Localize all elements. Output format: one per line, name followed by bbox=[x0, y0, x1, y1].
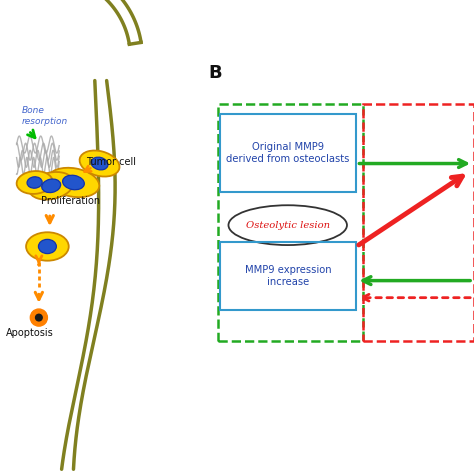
Ellipse shape bbox=[38, 239, 56, 254]
Text: Osteolytic lesion: Osteolytic lesion bbox=[246, 221, 330, 229]
Ellipse shape bbox=[63, 175, 84, 190]
Ellipse shape bbox=[17, 171, 53, 194]
Text: Tumor cell: Tumor cell bbox=[86, 157, 137, 167]
Text: B: B bbox=[209, 64, 222, 82]
Text: Apoptosis: Apoptosis bbox=[6, 328, 54, 338]
Text: Bone
resorption: Bone resorption bbox=[21, 107, 68, 126]
Text: Proliferation: Proliferation bbox=[41, 196, 100, 207]
Bar bbox=[363, 104, 474, 341]
Ellipse shape bbox=[42, 179, 61, 192]
Ellipse shape bbox=[91, 157, 108, 170]
Bar bbox=[218, 104, 363, 341]
Ellipse shape bbox=[48, 168, 99, 197]
Ellipse shape bbox=[29, 172, 73, 200]
Text: MMP9 expression
increase: MMP9 expression increase bbox=[245, 265, 331, 287]
Ellipse shape bbox=[26, 232, 69, 261]
Circle shape bbox=[36, 314, 42, 321]
Circle shape bbox=[30, 309, 47, 326]
Bar bbox=[220, 114, 356, 192]
Ellipse shape bbox=[27, 177, 42, 188]
Text: Original MMP9
derived from osteoclasts: Original MMP9 derived from osteoclasts bbox=[226, 142, 350, 164]
Bar bbox=[220, 242, 356, 310]
Ellipse shape bbox=[80, 151, 119, 176]
